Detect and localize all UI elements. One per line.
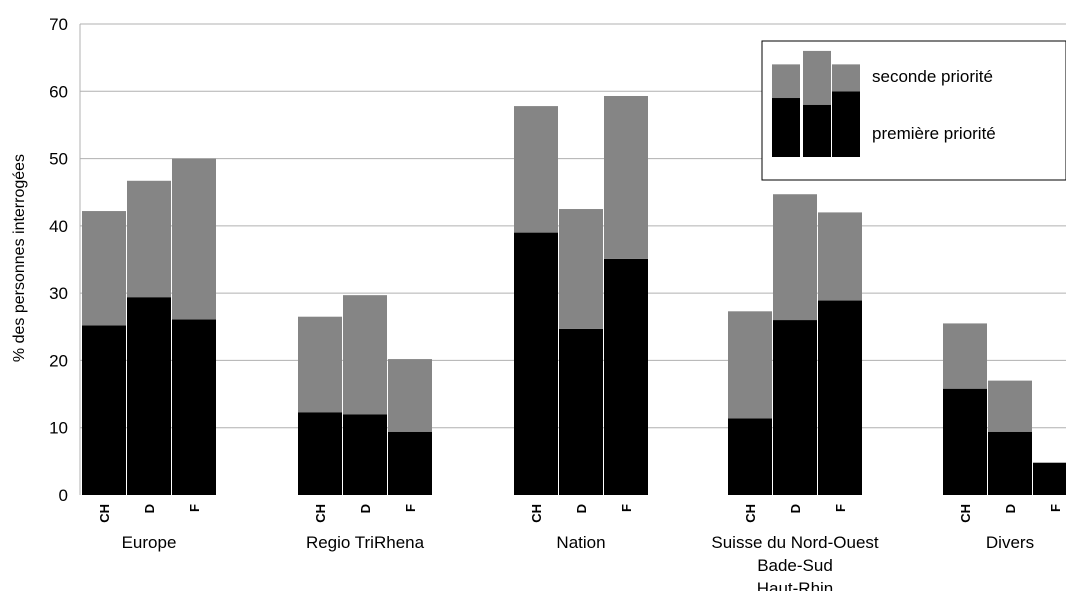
y-tick-label: 40 bbox=[49, 217, 68, 236]
x-subcategory-label: CH bbox=[958, 504, 973, 523]
y-tick-label: 30 bbox=[49, 284, 68, 303]
x-group-label: Haut-Rhin bbox=[757, 579, 834, 591]
x-group-label: Suisse du Nord-Ouest bbox=[711, 533, 879, 552]
bar-premiere-0-D bbox=[127, 297, 171, 495]
bar-seconde-1-D bbox=[343, 295, 387, 415]
y-axis: 0 10 20 30 40 50 60 70 bbox=[49, 15, 81, 505]
y-tick-label: 60 bbox=[49, 82, 68, 101]
x-subcategory-label: D bbox=[1003, 504, 1018, 513]
legend-swatch-seconde bbox=[803, 50, 831, 105]
bar-premiere-4-D bbox=[988, 431, 1032, 495]
bar-seconde-0-CH bbox=[82, 211, 126, 326]
legend-label-seconde: seconde priorité bbox=[872, 67, 993, 86]
bar-premiere-3-CH bbox=[728, 418, 772, 495]
bar-seconde-4-CH bbox=[943, 323, 987, 389]
bar-premiere-3-F bbox=[818, 300, 862, 495]
x-subcategory-label: F bbox=[619, 504, 634, 512]
x-subcategory-label: CH bbox=[313, 504, 328, 523]
legend: seconde priorité première priorité bbox=[761, 40, 1066, 181]
x-subcategory-label: CH bbox=[529, 504, 544, 523]
bar-seconde-3-D bbox=[773, 194, 817, 321]
x-subcategory-label: D bbox=[358, 504, 373, 513]
y-tick-label: 70 bbox=[49, 15, 68, 34]
x-subcategory-label: CH bbox=[97, 504, 112, 523]
legend-swatch-premiere bbox=[832, 91, 860, 157]
legend-swatch-seconde bbox=[832, 64, 860, 92]
bar-seconde-2-CH bbox=[514, 106, 558, 233]
bar-premiere-4-CH bbox=[943, 388, 987, 495]
bar-premiere-0-CH bbox=[82, 325, 126, 495]
legend-swatch-premiere bbox=[803, 104, 831, 157]
bar-seconde-1-F bbox=[388, 359, 432, 432]
bar-seconde-2-D bbox=[559, 209, 603, 329]
legend-swatch-premiere bbox=[772, 98, 800, 157]
x-subcategory-label: CH bbox=[743, 504, 758, 523]
x-subcategory-label: F bbox=[833, 504, 848, 512]
x-group-label: Regio TriRhena bbox=[306, 533, 425, 552]
bar-premiere-2-F bbox=[604, 258, 648, 495]
legend-label-premiere: première priorité bbox=[872, 124, 996, 143]
bar-seconde-0-F bbox=[172, 158, 216, 320]
bar-premiere-2-CH bbox=[514, 232, 558, 496]
y-tick-label: 10 bbox=[49, 419, 68, 438]
y-tick-label: 0 bbox=[59, 486, 68, 505]
x-subcategory-label: D bbox=[142, 504, 157, 513]
bar-seconde-1-CH bbox=[298, 316, 342, 413]
y-tick-label: 20 bbox=[49, 351, 68, 370]
bar-seconde-3-CH bbox=[728, 311, 772, 419]
bar-premiere-4-F bbox=[1033, 462, 1066, 495]
x-axis-labels: CH D F Europe CH D F Regio TriRhena CH D F Nation CH… bbox=[97, 504, 1063, 591]
x-group-label: Bade-Sud bbox=[757, 556, 833, 575]
bar-premiere-1-D bbox=[343, 414, 387, 495]
bar-seconde-4-D bbox=[988, 380, 1032, 432]
y-tick-label: 50 bbox=[49, 150, 68, 169]
x-subcategory-label: D bbox=[788, 504, 803, 513]
x-subcategory-label: F bbox=[403, 504, 418, 512]
bars bbox=[82, 95, 1066, 496]
x-subcategory-label: D bbox=[574, 504, 589, 513]
legend-swatch-seconde bbox=[772, 64, 800, 99]
bar-seconde-3-F bbox=[818, 212, 862, 301]
bar-premiere-3-D bbox=[773, 320, 817, 495]
x-group-label: Europe bbox=[122, 533, 177, 552]
bar-seconde-0-D bbox=[127, 180, 171, 298]
bar-premiere-2-D bbox=[559, 328, 603, 495]
x-group-label: Nation bbox=[556, 533, 605, 552]
bar-premiere-1-CH bbox=[298, 412, 342, 495]
bar-premiere-1-F bbox=[388, 431, 432, 495]
x-group-label: Divers bbox=[986, 533, 1034, 552]
bar-premiere-0-F bbox=[172, 319, 216, 495]
x-subcategory-label: F bbox=[187, 504, 202, 512]
y-axis-label: % des personnes interrogées bbox=[11, 154, 28, 362]
x-subcategory-label: F bbox=[1048, 504, 1063, 512]
bar-seconde-2-F bbox=[604, 95, 648, 259]
